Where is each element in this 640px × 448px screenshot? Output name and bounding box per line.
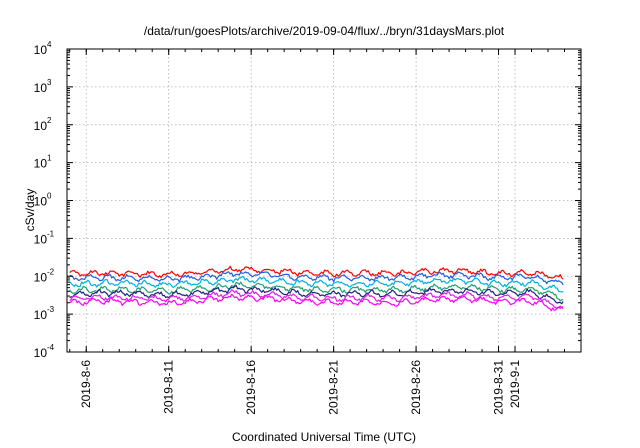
y-tick-label: 10	[34, 270, 48, 284]
y-tick-label: 10	[34, 346, 48, 360]
series-line	[69, 275, 564, 293]
y-axis-label: cSv/day	[23, 189, 37, 232]
x-tick-label: 2019-8-21	[327, 360, 341, 415]
series-line	[69, 265, 564, 280]
y-tick-label: 10	[34, 195, 48, 209]
series-line	[69, 284, 564, 305]
y-tick-label: 10	[34, 232, 48, 246]
y-tick-label: 10	[34, 81, 48, 95]
chart-title: /data/run/goesPlots/archive/2019-09-04/f…	[144, 24, 505, 38]
y-tick-exponent: -3	[47, 305, 55, 314]
x-tick-label: 2019-8-6	[79, 360, 93, 408]
y-tick-exponent: -1	[47, 229, 55, 238]
y-tick-label: 10	[34, 308, 48, 322]
x-axis: 2019-8-6 2019-8-11 2019-8-16 2019-8-21 2019-…	[69, 49, 582, 415]
x-tick-label: 2019-8-26	[409, 360, 423, 415]
x-tick-label: 2019-8-31	[492, 360, 506, 415]
series-group	[69, 265, 564, 312]
x-tick-label: 2019-8-16	[244, 360, 258, 415]
series-line	[69, 281, 564, 302]
y-tick-exponent: -2	[47, 267, 55, 276]
x-tick-label: 2019-8-11	[162, 360, 176, 414]
y-tick-exponent: 3	[47, 78, 52, 87]
y-tick-exponent: 0	[47, 192, 52, 201]
y-tick-exponent: -4	[47, 343, 55, 352]
x-axis-label: Coordinated Universal Time (UTC)	[232, 430, 416, 444]
y-tick-label: 10	[34, 119, 48, 133]
y-tick-label: 10	[34, 43, 48, 57]
x-tick-label: 2019-9-1	[508, 360, 522, 408]
grid	[67, 49, 581, 352]
series-line	[69, 271, 564, 286]
series-line	[69, 293, 564, 312]
series-line	[69, 289, 564, 310]
y-tick-exponent: 2	[47, 116, 52, 125]
y-tick-label: 10	[34, 157, 48, 171]
y-tick-exponent: 1	[47, 154, 52, 163]
y-tick-exponent: 4	[47, 40, 52, 49]
